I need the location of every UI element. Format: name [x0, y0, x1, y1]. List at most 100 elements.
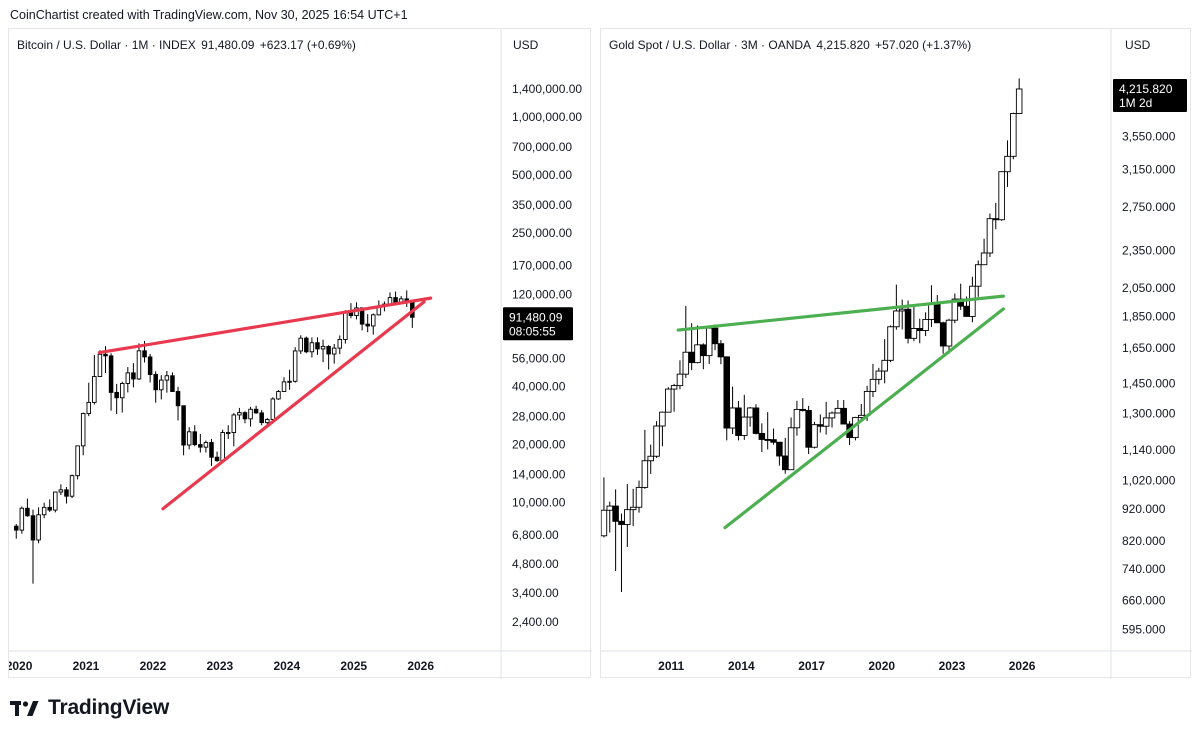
gold-y-tick-label: 3,550.000: [1122, 129, 1176, 143]
gold-candle: [676, 360, 684, 390]
gold-chart-panel[interactable]: 3,550.000 3,150.000 2,750.000 2,350.000 2,05…: [600, 28, 1192, 679]
bitcoin-trendline-lower[interactable]: [161, 300, 426, 511]
bitcoin-candle-body: [265, 419, 270, 424]
gold-candle-body: [635, 486, 643, 508]
gold-candle: [752, 404, 760, 435]
bitcoin-candle: [131, 363, 136, 388]
gold-candle: [717, 340, 725, 365]
bitcoin-candle-body: [343, 312, 348, 340]
bitcoin-currency-label[interactable]: USD: [513, 38, 539, 52]
bitcoin-candle: [225, 425, 231, 439]
bitcoin-candle-body: [153, 374, 158, 391]
bitcoin-candle-body: [30, 515, 36, 541]
gold-candle-body: [624, 509, 631, 525]
bitcoin-candle-body: [164, 375, 170, 381]
gold-candle-body: [1010, 113, 1017, 157]
bitcoin-candle-body: [64, 489, 69, 497]
gold-candle: [787, 417, 795, 471]
bitcoin-candle: [164, 370, 170, 393]
bitcoin-candle-body: [41, 506, 47, 516]
gold-candle: [694, 325, 701, 364]
bitcoin-candle-body: [25, 507, 30, 517]
gold-candle-body: [969, 285, 976, 317]
bitcoin-candle: [253, 405, 259, 414]
gold-candle: [805, 405, 812, 455]
bitcoin-candle-body: [131, 372, 136, 380]
gold-y-tick-label: 2,750.000: [1122, 200, 1176, 214]
gold-candle: [1004, 140, 1011, 187]
bitcoin-candle-body: [53, 491, 58, 511]
tradingview-logo[interactable]: TradingView: [10, 696, 169, 720]
bitcoin-candle-body: [97, 353, 103, 377]
bitcoin-x-tick-label: 2020: [9, 659, 33, 673]
gold-candle: [834, 399, 842, 414]
bitcoin-candle: [92, 355, 97, 405]
bitcoin-chart-svg[interactable]: 1,400,000.00 1,000,000.00 700,000.00 500,00…: [9, 29, 592, 679]
tradingview-logo-icon: [10, 701, 39, 716]
gold-candle: [974, 260, 982, 297]
gold-candle: [939, 321, 947, 354]
gold-candle: [799, 398, 807, 412]
gold-candle-body: [986, 218, 994, 254]
bitcoin-candle-body: [80, 413, 86, 447]
gold-candle-body: [606, 505, 614, 511]
gold-trendline-lower[interactable]: [723, 307, 1005, 530]
gold-y-tick-label: 1,140.000: [1122, 443, 1176, 457]
bitcoin-y-tick-label: 6,800.00: [512, 528, 559, 542]
bitcoin-y-tick-label: 40,000.00: [512, 380, 566, 394]
gold-candle-body: [688, 351, 695, 364]
bitcoin-candle-body: [147, 356, 153, 375]
gold-trendline-upper[interactable]: [676, 294, 1005, 332]
gold-candle-body: [618, 520, 625, 525]
gold-chart-svg[interactable]: 3,550.000 3,150.000 2,750.000 2,350.000 2,05…: [601, 29, 1192, 679]
bitcoin-y-tick-label: 170,000.00: [512, 258, 572, 272]
gold-candle-body: [746, 407, 754, 418]
bitcoin-candle: [292, 347, 298, 383]
gold-candle: [618, 513, 625, 593]
bitcoin-candle: [159, 375, 164, 400]
bitcoin-trendline-upper[interactable]: [97, 296, 433, 355]
gold-candle-body: [729, 407, 736, 429]
gold-candle: [898, 299, 906, 330]
gold-currency-label[interactable]: USD: [1125, 38, 1151, 52]
gold-candle-body: [758, 432, 766, 440]
bitcoin-y-tick-label: 4,800.00: [512, 557, 559, 571]
bitcoin-y-tick-label: 1,400,000.00: [512, 82, 582, 96]
gold-candle-body: [869, 378, 877, 392]
gold-candle-body: [700, 344, 707, 357]
bitcoin-candle: [170, 372, 175, 392]
gold-y-tick-label: 1,650.000: [1122, 341, 1176, 355]
gold-candle: [647, 444, 654, 474]
gold-change: +57.020 (+1.37%): [875, 38, 972, 52]
gold-candle: [770, 428, 777, 445]
gold-candle-body: [793, 408, 801, 429]
bitcoin-candle: [181, 405, 186, 456]
gold-legend: Gold Spot / U.S. Dollar · 3M · OANDA 4,2…: [609, 38, 973, 52]
bitcoin-price-tag-sub: 08:05:55: [509, 324, 556, 338]
gold-candle-body: [828, 412, 836, 419]
bitcoin-chart-panel[interactable]: 1,400,000.00 1,000,000.00 700,000.00 500,00…: [8, 28, 592, 679]
bitcoin-candle-body: [320, 345, 326, 350]
gold-candle: [700, 343, 707, 370]
bitcoin-y-tick-label: 500,000.00: [512, 168, 572, 182]
gold-price-tag-bg: [1113, 78, 1187, 112]
bitcoin-candle: [237, 407, 242, 420]
gold-candle-body: [817, 424, 824, 427]
gold-candle: [822, 401, 830, 435]
bitcoin-candle: [198, 433, 203, 453]
bitcoin-candle: [220, 429, 225, 462]
bitcoin-candle: [343, 310, 348, 344]
gold-candle: [828, 411, 836, 428]
bitcoin-candle-body: [181, 405, 186, 446]
gold-candle-body: [682, 351, 690, 375]
bitcoin-y-tick-label: 3,400.00: [512, 586, 559, 600]
bitcoin-y-tick-label: 28,000.00: [512, 409, 566, 423]
bitcoin-candle: [80, 412, 86, 456]
bitcoin-candle: [86, 382, 92, 417]
bitcoin-candle: [209, 438, 214, 466]
bitcoin-candle-body: [198, 444, 203, 448]
bitcoin-price-tag-bg: [503, 307, 573, 341]
bitcoin-candle: [69, 474, 75, 499]
bitcoin-x-tick-label: 2023: [207, 659, 234, 673]
